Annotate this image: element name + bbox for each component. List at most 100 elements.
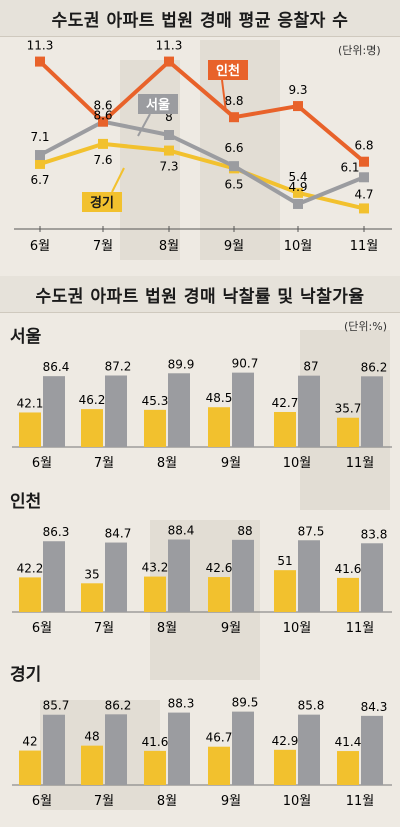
data-label-seoul: 8.6: [93, 109, 112, 123]
data-label-price: 88.4: [168, 524, 195, 538]
data-label-gyeonggi: 7.6: [93, 153, 112, 167]
data-label-price: 87: [303, 360, 318, 374]
bar-rate: [274, 411, 296, 447]
data-point-seoul: [35, 150, 45, 161]
bar-rate: [19, 577, 41, 612]
x-tick-label: 10월: [284, 239, 313, 254]
data-label-rate: 45.3: [142, 394, 169, 408]
chart2-title: 수도권 아파트 법원 경매 낙찰률 및 낙찰가율: [35, 286, 365, 307]
bar-price: [361, 543, 383, 612]
data-label-incheon: 8.8: [224, 94, 243, 108]
bar-rate: [81, 745, 103, 785]
data-label-rate: 42.9: [272, 734, 299, 748]
x-tick-label: 6월: [32, 456, 52, 471]
data-label-seoul: 6.6: [224, 141, 243, 155]
bar-price: [361, 376, 383, 447]
data-point-incheon: [359, 156, 369, 167]
series-name-incheon: 인천: [216, 63, 240, 79]
bar-rate: [208, 577, 230, 612]
data-label-rate: 41.6: [335, 562, 362, 576]
data-label-rate: 48.5: [206, 391, 233, 405]
data-label-gyeonggi: 7.3: [159, 160, 178, 174]
chart1-title-bar: 수도권 아파트 법원 경매 평균 응찰자 수: [0, 0, 400, 37]
data-point-incheon: [293, 101, 303, 112]
bar-rate: [81, 583, 103, 612]
bar-chart-seoul: 42.1 86.4 6월 46.2 87.2 7월 45.3 89.9 8월 48.5 90.7 9월…: [12, 357, 392, 471]
x-tick-label: 11월: [346, 456, 375, 471]
x-tick-label: 7월: [93, 239, 113, 254]
series-name-seoul: 서울: [146, 97, 170, 113]
data-label-price: 88.3: [168, 697, 195, 711]
data-label-gyeonggi: 4.7: [354, 187, 373, 201]
data-point-gyeonggi: [164, 145, 174, 156]
x-tick-label: 9월: [221, 621, 241, 636]
data-label-seoul: 6.1: [340, 160, 359, 174]
callout-box-gyeonggi: [82, 192, 122, 212]
data-label-price: 87.2: [105, 359, 132, 373]
bar-rate: [144, 409, 166, 447]
data-label-rate: 35.7: [335, 402, 362, 416]
data-label-rate: 42.1: [17, 396, 44, 410]
data-label-rate: 48: [84, 730, 99, 744]
x-tick-label: 10월: [283, 456, 312, 471]
callout-line-incheon: [221, 79, 227, 113]
data-label-rate: 41.6: [142, 735, 169, 749]
bar-price: [232, 539, 254, 612]
bar-price: [43, 714, 65, 785]
data-label-incheon: 11.3: [156, 39, 183, 53]
x-tick-label: 8월: [159, 239, 179, 254]
bar-price: [168, 712, 190, 785]
series-line-seoul: [39, 119, 365, 206]
data-label-rate: 42.7: [272, 396, 299, 410]
data-label-rate: 41.4: [335, 735, 362, 749]
data-point-seoul: [359, 172, 369, 183]
bar-rate: [81, 409, 103, 447]
x-tick-label: 11월: [346, 621, 375, 636]
callout-line-gyeonggi: [111, 167, 125, 193]
bar-price: [298, 375, 320, 447]
data-label-incheon: 6.8: [354, 139, 373, 153]
data-label-rate: 51: [277, 554, 292, 568]
bar-price: [168, 373, 190, 447]
data-label-rate: 35: [84, 567, 99, 581]
data-label-seoul: 8: [165, 110, 173, 124]
x-tick-label: 8월: [157, 456, 177, 471]
data-point-seoul: [293, 198, 303, 209]
data-label-price: 83.8: [361, 527, 388, 541]
chart2-title-bar: 수도권 아파트 법원 경매 낙찰률 및 낙찰가율: [0, 276, 400, 313]
data-label-incheon: 9.3: [288, 83, 307, 97]
bar-rate: [337, 577, 359, 612]
series-name-gyeonggi: 경기: [90, 195, 114, 211]
x-tick-label: 9월: [224, 239, 244, 254]
data-label-rate: 43.2: [142, 561, 169, 575]
bar-price: [105, 542, 127, 612]
data-label-gyeonggi: 5.4: [288, 170, 307, 184]
data-point-gyeonggi: [35, 158, 45, 169]
data-label-rate: 42: [22, 735, 37, 749]
bar-rate: [337, 417, 359, 447]
data-label-price: 89.9: [168, 357, 195, 371]
data-label-gyeonggi: 6.7: [30, 173, 49, 187]
data-label-rate: 42.2: [17, 561, 44, 575]
data-label-incheon: 8.6: [93, 99, 112, 113]
data-label-price: 89.5: [232, 696, 259, 710]
bar-rate: [19, 412, 41, 447]
region-label-incheon: 인천: [10, 492, 42, 512]
data-label-incheon: 11.3: [27, 39, 54, 53]
data-point-incheon: [98, 116, 108, 127]
data-point-incheon: [35, 56, 45, 67]
bar-price: [43, 376, 65, 447]
data-point-seoul: [229, 161, 239, 172]
x-tick-label: 6월: [30, 239, 50, 254]
data-label-price: 87.5: [298, 524, 325, 538]
data-label-price: 85.7: [43, 699, 70, 713]
data-label-seoul: 4.9: [288, 180, 307, 194]
bar-rate: [337, 751, 359, 785]
data-point-gyeonggi: [293, 187, 303, 198]
data-point-incheon: [164, 56, 174, 67]
x-tick-label: 10월: [283, 794, 312, 809]
data-point-gyeonggi: [98, 138, 108, 149]
bar-rate: [144, 576, 166, 612]
region-label-seoul: 서울: [10, 327, 42, 347]
chart2-unit: (단위:%): [344, 320, 387, 333]
